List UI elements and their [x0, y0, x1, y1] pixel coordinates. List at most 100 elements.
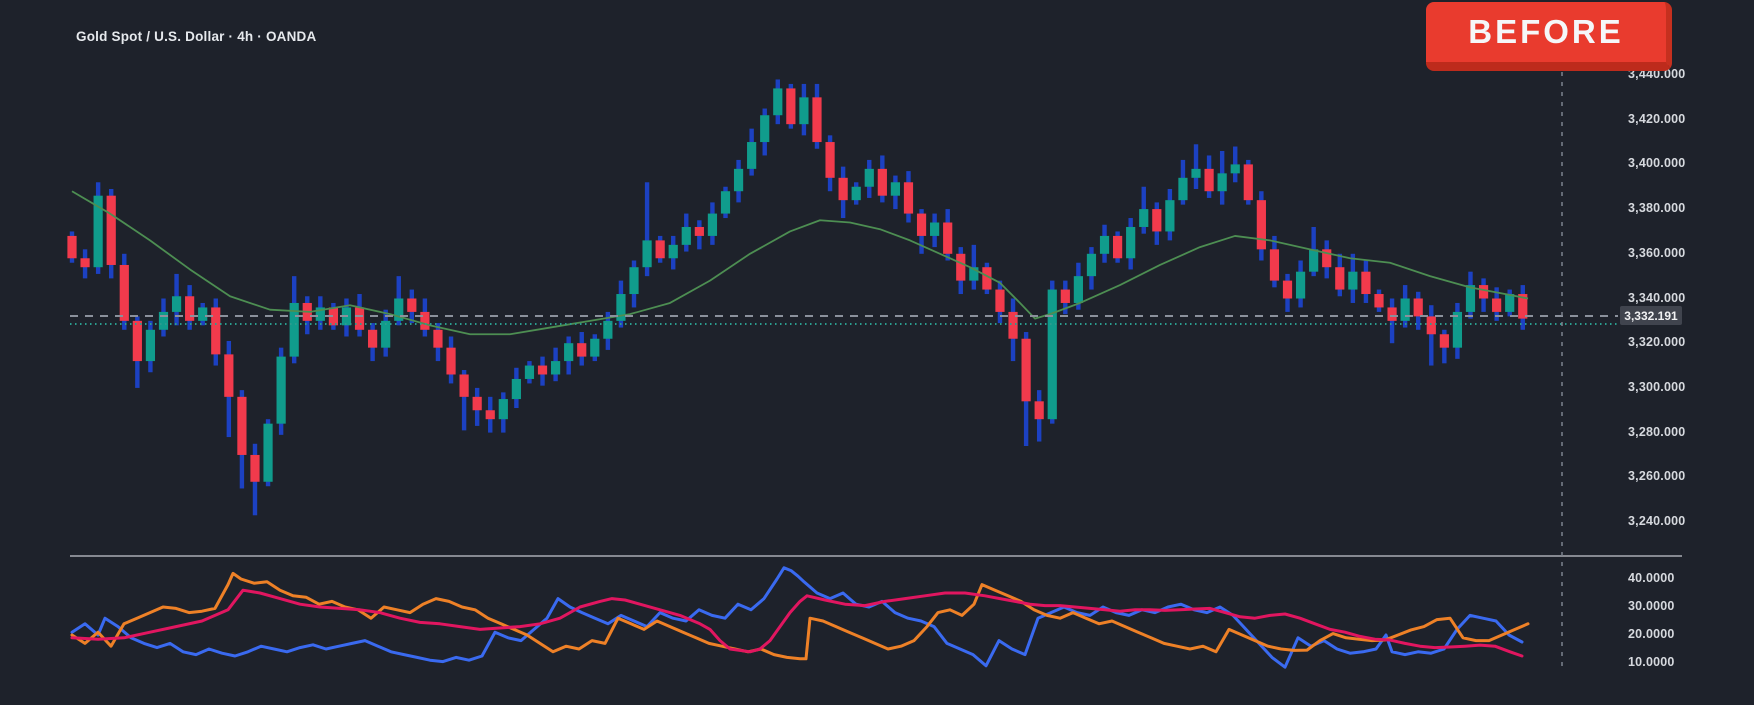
candle-body — [1021, 338, 1031, 402]
candle-body — [629, 267, 639, 295]
candle-body — [1452, 311, 1463, 348]
candle-body — [185, 296, 195, 321]
candle-body — [498, 399, 508, 420]
candle-body — [1269, 249, 1280, 281]
candle-body — [1387, 307, 1397, 321]
candle-body — [564, 343, 574, 362]
candle-body — [1335, 267, 1345, 290]
candle-body — [603, 320, 613, 339]
candle-body — [93, 195, 103, 268]
candle-body — [354, 307, 365, 330]
candle-body — [119, 264, 129, 321]
before-badge-text: BEFORE — [1468, 13, 1624, 50]
candle-body — [1113, 235, 1123, 259]
candle-body — [655, 240, 665, 259]
candle-body — [799, 97, 809, 125]
candle-body — [446, 347, 456, 375]
candle-body — [825, 142, 835, 178]
candle-body — [1047, 289, 1057, 420]
candle-body — [132, 320, 142, 362]
candle-body — [1152, 209, 1162, 232]
candle-body — [1400, 298, 1410, 321]
candle-body — [838, 177, 848, 201]
candle-body — [1439, 334, 1449, 348]
candle-body — [1126, 226, 1136, 259]
candle-body — [459, 374, 469, 397]
candle-body — [694, 226, 704, 236]
candle-body — [472, 396, 482, 411]
candle-body — [1178, 177, 1188, 201]
candle-body — [1256, 200, 1266, 250]
candle-body — [106, 195, 116, 265]
candle-body — [524, 365, 535, 379]
candle-body — [1478, 285, 1489, 299]
candle-body — [1243, 164, 1253, 201]
candle-wick — [461, 370, 467, 431]
candle-body — [1309, 249, 1319, 272]
candle-body — [1413, 298, 1423, 317]
candle-body — [198, 307, 208, 321]
current-price-label: 3,332.191 — [1620, 306, 1682, 325]
candle-body — [1034, 401, 1044, 420]
candle-body — [812, 97, 822, 143]
candle-body — [394, 298, 404, 321]
candle-body — [1165, 200, 1175, 232]
symbol-title[interactable]: Gold Spot / U.S. Dollar · 4h · OANDA — [76, 29, 317, 44]
candle-body — [368, 329, 378, 348]
candle-body — [668, 244, 678, 259]
candle-body — [642, 240, 652, 268]
candle-wick — [1429, 305, 1434, 366]
candle-body — [1086, 253, 1097, 277]
candle-body — [943, 222, 953, 254]
candle-body — [707, 213, 718, 236]
candle-body — [237, 396, 247, 455]
candle-body — [433, 329, 443, 348]
candle-body — [315, 307, 325, 321]
candle-body — [1348, 271, 1358, 290]
candle-body — [67, 235, 77, 259]
candle-body — [590, 338, 600, 357]
candle-body — [1191, 168, 1201, 178]
candle-body — [903, 182, 914, 214]
candle-body — [916, 213, 927, 236]
candle-body — [864, 168, 874, 187]
candle-body — [851, 186, 861, 201]
candle-body — [1099, 235, 1110, 254]
candle-body — [381, 320, 391, 348]
candle-body — [956, 253, 966, 281]
candle-body — [1204, 168, 1214, 192]
candle-body — [1060, 289, 1070, 303]
candle-body — [1295, 271, 1306, 299]
current-price-value: 3,332.191 — [1624, 308, 1678, 323]
candle-wick — [1193, 144, 1199, 189]
candle-body — [276, 356, 286, 424]
candle-body — [1139, 209, 1149, 227]
candle-body — [1073, 276, 1083, 303]
candle-body — [890, 182, 901, 196]
candle-body — [1374, 294, 1384, 308]
candle-body — [681, 226, 691, 245]
candle-body — [786, 88, 796, 125]
before-badge: BEFORE — [1426, 2, 1672, 71]
candle-body — [80, 258, 90, 268]
candle-body — [760, 115, 770, 143]
candle-body — [577, 343, 587, 357]
candle-body — [1505, 294, 1515, 312]
candle-body — [1230, 164, 1240, 174]
candle-body — [171, 296, 182, 312]
candle-body — [930, 222, 940, 236]
candle-body — [995, 289, 1005, 312]
candle-body — [289, 302, 299, 357]
adx-line — [70, 588, 1524, 658]
candle-body — [511, 378, 521, 400]
candle-body — [720, 191, 731, 214]
candle-body — [1492, 298, 1502, 312]
candle-body — [877, 168, 887, 196]
candle-body — [1361, 271, 1371, 295]
candle-body — [1008, 311, 1018, 339]
candle-body — [158, 311, 169, 330]
candle-body — [420, 311, 430, 330]
candle-body — [263, 423, 273, 482]
